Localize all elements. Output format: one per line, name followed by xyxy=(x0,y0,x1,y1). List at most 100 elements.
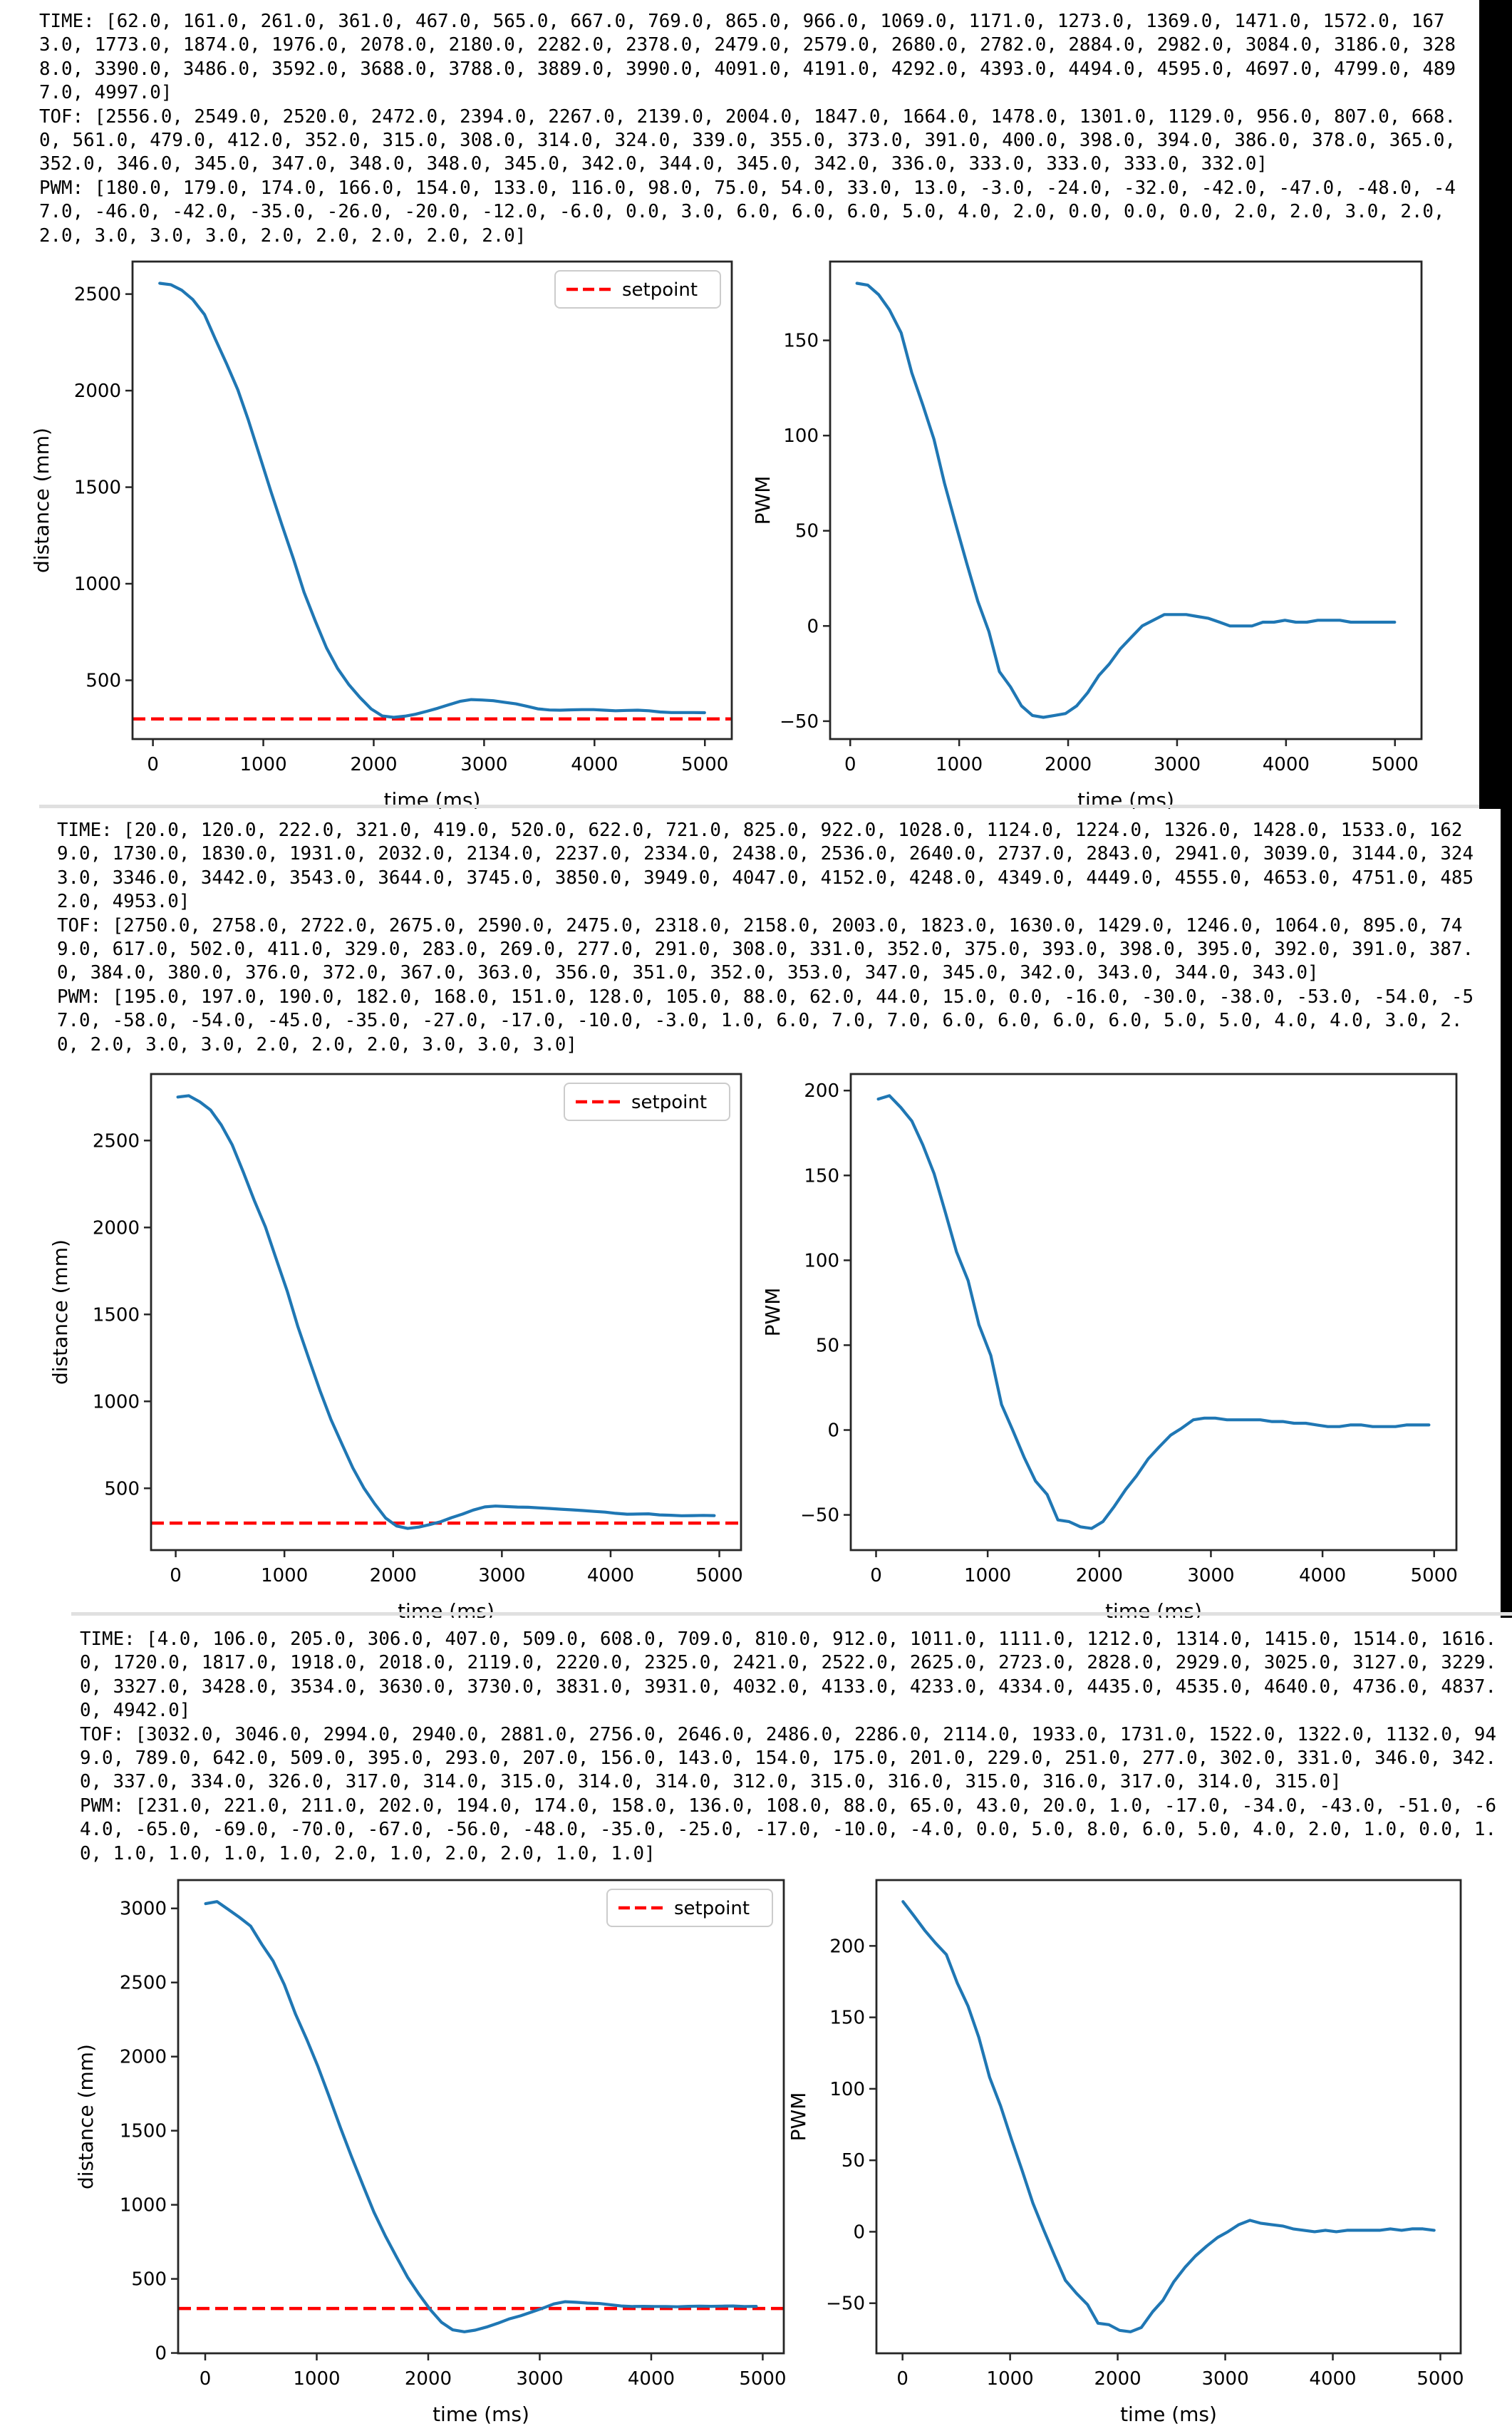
x-tick-label: 3000 xyxy=(1201,2368,1248,2390)
y-tick-label: 0 xyxy=(807,616,819,637)
x-tick-label: 0 xyxy=(870,1565,882,1586)
distance-vs-time-plot: 0 1000 2000 3000 4000 5000 500 1000 1500 2000 2500… xyxy=(48,1073,743,1618)
y-axis-label: PWM xyxy=(751,476,775,525)
y-tick-label: 2000 xyxy=(93,1217,140,1239)
axes-frame xyxy=(829,260,1423,740)
legend-setpoint-label: setpoint xyxy=(631,1092,707,1113)
x-tick-label: 3000 xyxy=(478,1565,525,1586)
log-line: 2.0, 4953.0] xyxy=(57,891,190,913)
log-line: 3.0, 3346.0, 3442.0, 3543.0, 3644.0, 374… xyxy=(57,867,1474,889)
x-tick-label: 5000 xyxy=(681,754,728,775)
pwm-vs-time-plot: 0 1000 2000 3000 4000 5000 −50 0 50 100 150 200 time… xyxy=(787,1879,1464,2426)
log-line: PWM: [195.0, 197.0, 190.0, 182.0, 168.0,… xyxy=(57,986,1474,1008)
run-1-section: TIME: [62.0, 161.0, 261.0, 361.0, 467.0,… xyxy=(0,0,1512,809)
x-tick-label: 0 xyxy=(844,754,856,775)
section-divider xyxy=(71,1612,1512,1616)
log-line: 0, 337.0, 334.0, 326.0, 317.0, 314.0, 31… xyxy=(80,1771,1342,1793)
log-line: 0, 561.0, 479.0, 412.0, 352.0, 315.0, 30… xyxy=(39,130,1456,152)
x-tick-label: 3000 xyxy=(516,2368,563,2390)
x-tick-label: 5000 xyxy=(1372,754,1419,775)
y-tick-label: 50 xyxy=(795,521,819,542)
x-tick-label: 1000 xyxy=(239,754,286,775)
x-tick-label: 0 xyxy=(170,1565,182,1586)
x-tick-label: 4000 xyxy=(571,754,618,775)
x-tick-label: 4000 xyxy=(628,2368,675,2390)
y-tick-label: 100 xyxy=(783,425,819,447)
log-line: TIME: [62.0, 161.0, 261.0, 361.0, 467.0,… xyxy=(39,11,1445,32)
y-tick-label: 0 xyxy=(155,2343,167,2365)
distance-vs-time-plot: 0 1000 2000 3000 4000 5000 500 1000 1500 2000 2500… xyxy=(30,260,733,809)
y-axis-label: PWM xyxy=(787,2092,810,2142)
axes-frame xyxy=(150,1073,742,1552)
log-line: 0, 4942.0] xyxy=(80,1700,191,1722)
y-tick-label: 50 xyxy=(816,1335,839,1356)
log-line: 0, 2.0, 3.0, 3.0, 2.0, 2.0, 2.0, 3.0, 3.… xyxy=(57,1033,577,1055)
log-line: 2.0, 3.0, 3.0, 3.0, 2.0, 2.0, 2.0, 2.0, … xyxy=(39,224,527,247)
y-tick-label: 1000 xyxy=(93,1391,140,1413)
run-3-figures: 0 1000 2000 3000 4000 50000500100015002000250… xyxy=(74,1879,1464,2426)
y-axis-label: distance (mm) xyxy=(74,2044,98,2189)
y-tick-label: 200 xyxy=(829,1936,865,1957)
data-curve xyxy=(901,1900,1436,2333)
log-line: 7.0, 4997.0] xyxy=(39,82,172,104)
run-1-figures: 0 1000 2000 3000 4000 50005001000150020002500… xyxy=(30,260,1423,809)
x-tick-label: 0 xyxy=(147,754,159,775)
log-line: 8.0, 3390.0, 3486.0, 3592.0, 3688.0, 378… xyxy=(39,58,1456,80)
log-line: TOF: [2750.0, 2758.0, 2722.0, 2675.0, 25… xyxy=(57,914,1463,936)
x-tick-label: 4000 xyxy=(1309,2368,1356,2390)
section-divider xyxy=(39,805,1479,808)
y-tick-label: 2000 xyxy=(120,2047,167,2068)
log-line: 7.0, -46.0, -42.0, -35.0, -26.0, -20.0, … xyxy=(39,201,1445,223)
y-tick-label: 50 xyxy=(842,2150,865,2172)
data-curve xyxy=(876,1094,1431,1530)
y-axis-label: distance (mm) xyxy=(30,428,53,573)
serial-log-run-2: TIME: [20.0, 120.0, 222.0, 321.0, 419.0,… xyxy=(57,819,1474,1057)
legend: setpoint xyxy=(564,1083,730,1121)
x-tick-label: 3000 xyxy=(1154,754,1201,775)
run-2-figures: 0 1000 2000 3000 4000 50005001000150020002500… xyxy=(48,1073,1458,1618)
y-tick-label: 0 xyxy=(827,1420,839,1442)
x-axis-label: time (ms) xyxy=(433,2402,529,2426)
axes-frame xyxy=(131,260,733,740)
x-tick-label: 4000 xyxy=(1263,754,1310,775)
legend-box xyxy=(606,1889,773,1927)
log-line: 352.0, 346.0, 345.0, 347.0, 348.0, 348.0… xyxy=(39,153,1268,175)
y-tick-label: 150 xyxy=(783,331,819,352)
y-tick-label: 3000 xyxy=(120,1899,167,1920)
legend-setpoint-label: setpoint xyxy=(674,1898,750,1919)
run-2-section: TIME: [20.0, 120.0, 222.0, 321.0, 419.0,… xyxy=(0,805,1512,1618)
y-tick-label: −50 xyxy=(826,2293,865,2315)
y-tick-label: 500 xyxy=(104,1478,140,1500)
y-tick-label: −50 xyxy=(780,711,819,733)
y-tick-label: 100 xyxy=(829,2079,865,2100)
log-line: 0, 1.0, 1.0, 1.0, 1.0, 2.0, 1.0, 2.0, 2.… xyxy=(80,1842,656,1864)
log-line: 9.0, 1730.0, 1830.0, 1931.0, 2032.0, 213… xyxy=(57,843,1474,865)
axes-frame xyxy=(177,1879,785,2355)
y-tick-label: 100 xyxy=(804,1250,839,1271)
x-tick-label: 3000 xyxy=(1187,1565,1234,1586)
y-tick-label: −50 xyxy=(800,1505,839,1527)
serial-log-run-3: TIME: [4.0, 106.0, 205.0, 306.0, 407.0, … xyxy=(80,1628,1496,1866)
y-tick-label: 0 xyxy=(853,2221,865,2243)
y-tick-label: 500 xyxy=(86,671,121,692)
log-line: TOF: [2556.0, 2549.0, 2520.0, 2472.0, 23… xyxy=(39,105,1456,128)
y-tick-label: 1500 xyxy=(74,478,121,499)
log-line: 0, 3327.0, 3428.0, 3534.0, 3630.0, 3730.… xyxy=(80,1676,1496,1698)
x-tick-label: 1000 xyxy=(987,2368,1034,2390)
log-line: 9.0, 789.0, 642.0, 509.0, 395.0, 293.0, … xyxy=(80,1748,1496,1770)
data-curve xyxy=(204,1900,758,2333)
black-padding-strip xyxy=(1501,809,1512,1618)
x-tick-label: 2000 xyxy=(1045,754,1092,775)
distance-vs-time-plot: 0 1000 2000 3000 4000 5000 0 500 1000 1500 2000 250… xyxy=(74,1879,787,2426)
x-tick-label: 2000 xyxy=(370,1565,417,1586)
y-tick-label: 1000 xyxy=(120,2195,167,2216)
log-line: 3.0, 1773.0, 1874.0, 1976.0, 2078.0, 218… xyxy=(39,34,1456,56)
data-curve xyxy=(855,282,1397,719)
legend: setpoint xyxy=(554,270,721,309)
y-tick-label: 1000 xyxy=(74,574,121,595)
y-tick-label: 1500 xyxy=(120,2121,167,2142)
x-tick-label: 1000 xyxy=(261,1565,308,1586)
x-tick-label: 2000 xyxy=(350,754,397,775)
